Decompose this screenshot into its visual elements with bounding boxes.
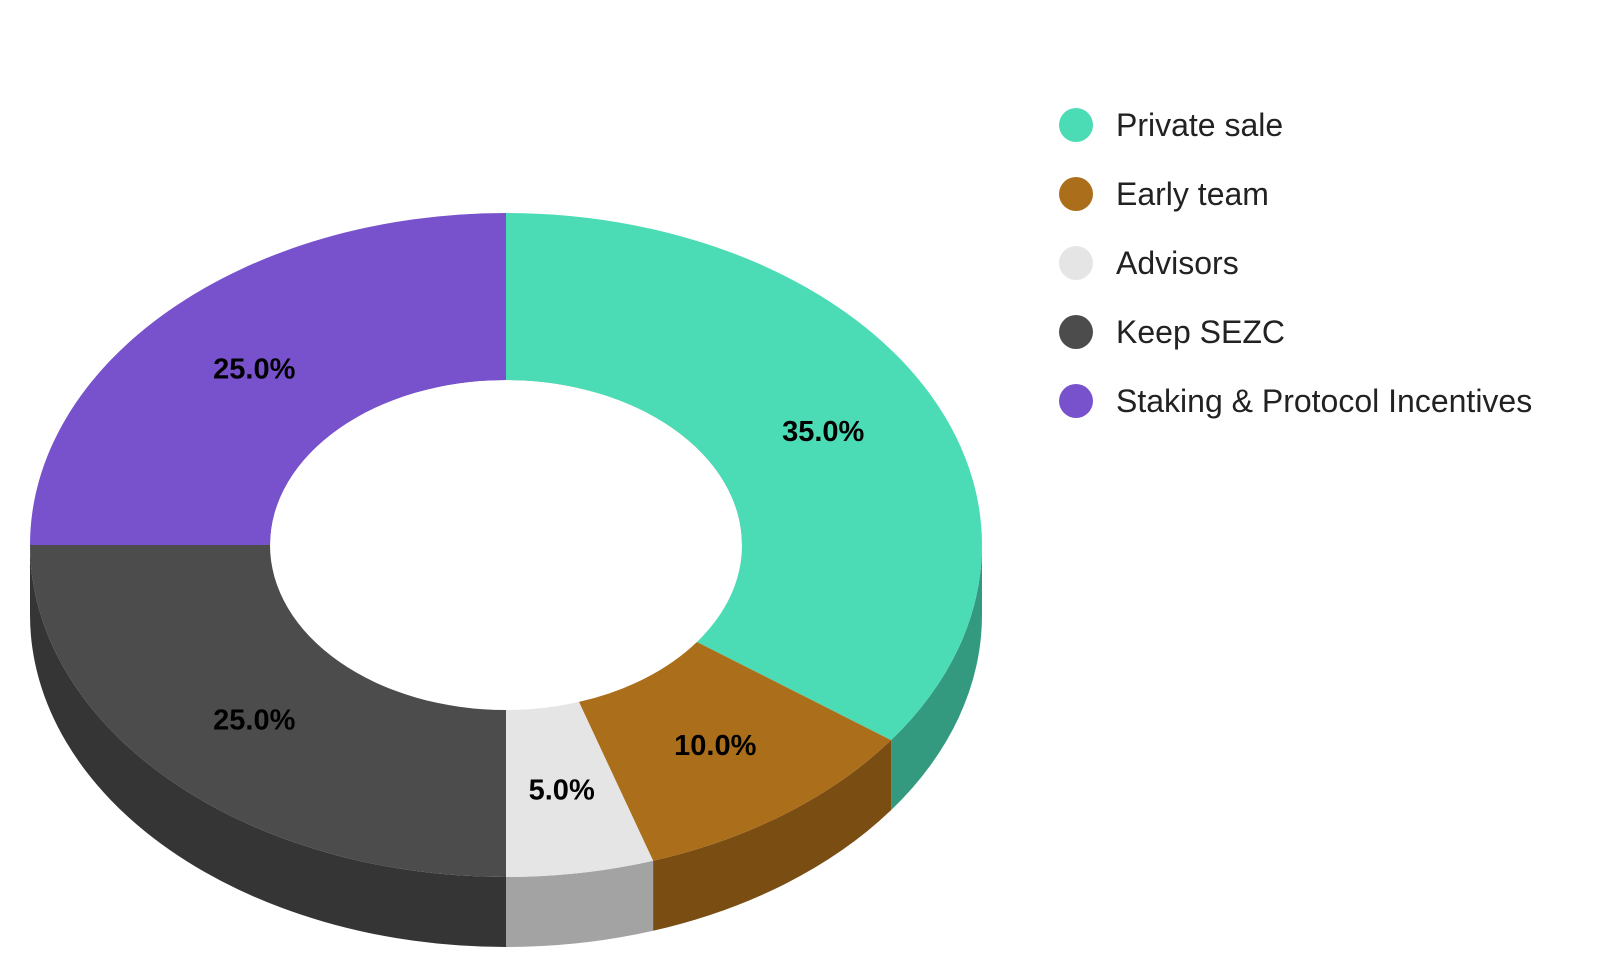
slice-keep-sezc: [30, 545, 506, 877]
legend-label-staking-protocol-incentives: Staking & Protocol Incentives: [1116, 383, 1532, 419]
legend-label-early-team: Early team: [1116, 176, 1269, 212]
slice-label-early-team: 10.0%: [674, 730, 756, 762]
legend-swatch-staking-protocol-incentives: [1059, 384, 1093, 418]
donut-slices: [30, 213, 982, 877]
slice-label-staking-protocol-incentives: 25.0%: [213, 353, 295, 385]
slice-label-private-sale: 35.0%: [782, 416, 864, 448]
legend-swatch-early-team: [1059, 177, 1093, 211]
legend-label-advisors: Advisors: [1116, 245, 1239, 281]
outer-wall-early-team: [653, 740, 892, 931]
slice-staking-protocol-incentives: [30, 213, 506, 545]
legend-label-private-sale: Private sale: [1116, 107, 1283, 143]
slice-label-advisors: 5.0%: [529, 774, 595, 806]
legend: Private sale Early team Advisors Keep SEZC S…: [1059, 107, 1532, 419]
slice-early-team: [578, 641, 892, 861]
legend-label-keep-sezc: Keep SEZC: [1116, 314, 1285, 350]
outer-wall-advisors: [506, 860, 654, 947]
outer-wall-private-sale: [891, 545, 982, 811]
donut-outer-wall: [30, 545, 982, 947]
slice-labels: 35.0% 10.0% 5.0% 25.0% 25.0%: [213, 353, 864, 806]
outer-wall-keep-sezc: [30, 545, 506, 947]
slice-label-keep-sezc: 25.0%: [213, 705, 295, 737]
slice-advisors: [506, 701, 654, 877]
slice-private-sale: [506, 213, 982, 741]
legend-swatch-keep-sezc: [1059, 315, 1093, 349]
legend-swatch-advisors: [1059, 246, 1093, 280]
legend-swatch-private-sale: [1059, 108, 1093, 142]
